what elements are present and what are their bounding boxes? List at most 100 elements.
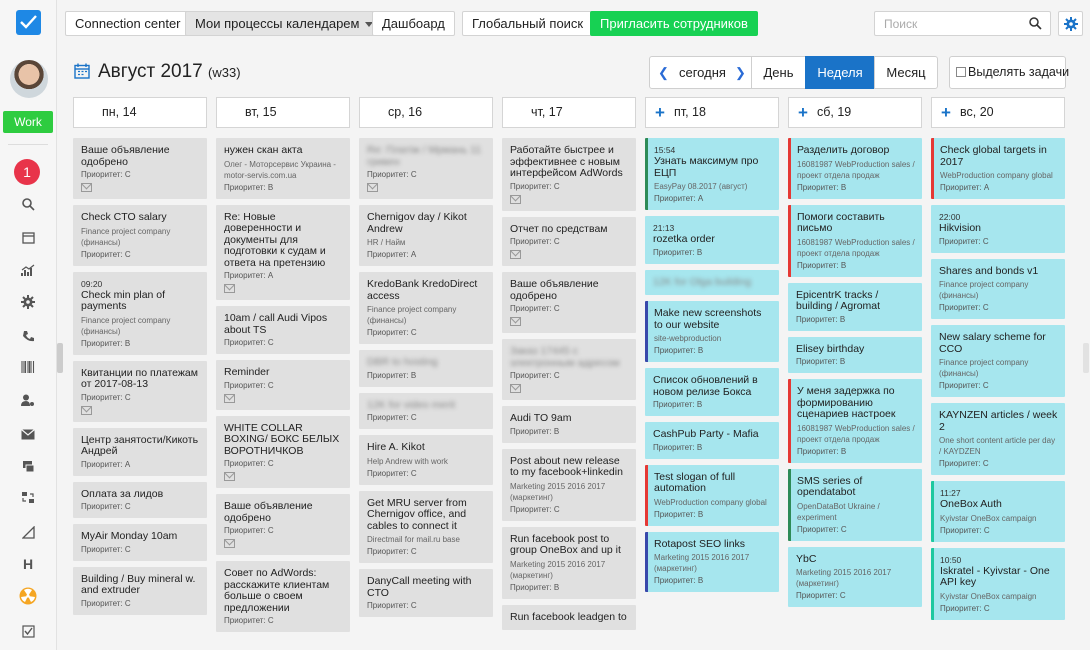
task-card[interactable]: Список обновлений в новом релизе Бокса Пр… (645, 368, 779, 416)
task-title: нужен скан акта (224, 144, 303, 156)
task-card[interactable]: нужен скан акта Олег - Моторсервис Украин… (216, 138, 350, 199)
user-settings-icon[interactable] (19, 391, 37, 409)
work-button[interactable]: Work (3, 111, 53, 133)
task-card[interactable]: MyAir Monday 10am Приоритет: C (73, 524, 207, 561)
task-card[interactable]: Hire A. Kikot Help Andrew with work Приори… (359, 435, 493, 485)
task-card[interactable]: Ваше объявление одобрено Приоритет: C (73, 138, 207, 199)
mail-icon[interactable] (19, 425, 37, 443)
task-card[interactable]: Audi TO 9am Приоритет: B (502, 406, 636, 443)
task-card[interactable]: SMS series of opendatabot OpenDataBot Ukr… (788, 468, 922, 541)
connection-center-button[interactable]: Connection center (65, 11, 191, 36)
task-card[interactable]: Re: Новые доверенности и документы для п… (216, 204, 350, 300)
task-card[interactable]: Re: Платіж / Мрмань 11 гривен Приоритет: … (359, 138, 493, 199)
task-card[interactable]: DanyCall meeting with CTO Приоритет: C (359, 569, 493, 617)
chart-icon[interactable] (19, 261, 37, 279)
task-card[interactable]: Заказ 17445 с электронным адресом Приорит… (502, 339, 636, 400)
avatar[interactable] (10, 60, 48, 98)
week-view-button[interactable]: Неделя (805, 56, 875, 89)
task-card[interactable]: 21:13 rozetka order Приоритет: B (645, 216, 779, 264)
day-label: вс, 20 (960, 105, 994, 119)
task-card[interactable]: Shares and bonds v1 Finance project compa… (931, 258, 1065, 319)
task-card[interactable]: Run facebook post to group OneBox and up… (502, 526, 636, 599)
task-card[interactable]: Ваше объявление одобрено Приоритет: C (216, 494, 350, 555)
task-card[interactable]: 22:00 Hikvision Приоритет: C (931, 205, 1065, 253)
task-card[interactable]: Центр занятости/Кикоть Андрей Приоритет: … (73, 427, 207, 476)
task-card[interactable]: KAYNZEN articles / week 2 One short conte… (931, 403, 1065, 475)
search-input[interactable]: Поиск (874, 11, 1051, 36)
task-card[interactable]: Elisey birthday Приоритет: B (788, 336, 922, 373)
add-task-icon[interactable]: + (655, 103, 665, 122)
task-card[interactable]: 12K for Olga building (645, 269, 779, 295)
task-card[interactable]: CashPub Party - Mafia Приоритет: B (645, 422, 779, 459)
month-view-button[interactable]: Месяц (874, 56, 938, 89)
radiation-icon[interactable] (19, 587, 37, 605)
app-logo-icon[interactable] (16, 10, 41, 35)
checkbox-icon[interactable] (19, 622, 37, 640)
task-project: 16081987 WebProduction sales / проект от… (797, 159, 915, 180)
task-card[interactable]: Работайте быстрее и эффективнее с новым … (502, 138, 636, 211)
today-button[interactable]: сегодня (679, 65, 726, 80)
h-icon[interactable]: H (22, 556, 34, 572)
task-card[interactable]: 10:50 Iskratel - Kyivstar - One API key Ky… (931, 547, 1065, 620)
select-tasks-toggle[interactable]: Выделять задачи (949, 56, 1069, 89)
task-card[interactable]: Test slogan of full automation WebProduct… (645, 464, 779, 526)
settings-button[interactable] (1058, 11, 1083, 36)
settings-icon[interactable] (19, 293, 37, 311)
transfer-icon[interactable] (19, 488, 37, 506)
task-card[interactable]: Run facebook leadgen to (502, 604, 636, 630)
chevron-left-icon[interactable]: ❮ (658, 65, 669, 80)
task-card[interactable]: YbC Marketing 2015 2016 2017 (маркетинг) П… (788, 546, 922, 607)
right-panel-handle[interactable] (1083, 343, 1089, 373)
task-card[interactable]: DBR to hosting Приоритет: B (359, 350, 493, 387)
task-title: Rotapost SEO links (654, 537, 746, 550)
task-card[interactable]: Отчет по средствам Приоритет: C (502, 216, 636, 266)
task-priority: Приоритет: B (654, 576, 704, 585)
task-card[interactable]: WHITE COLLAR BOXING/ БОКС БЕЛЫХ ВОРОТНИЧ… (216, 415, 350, 488)
documents-icon[interactable] (19, 457, 37, 475)
phone-icon[interactable] (19, 327, 37, 345)
select-tasks-checkbox[interactable] (956, 67, 966, 77)
task-card[interactable]: Ваше объявление одобрено Приоритет: C (502, 272, 636, 333)
task-card[interactable]: Помоги составить письмо 16081987 WebProdu… (788, 204, 922, 277)
chevron-right-icon[interactable]: ❯ (735, 65, 746, 80)
task-project: Help Andrew with work (367, 456, 448, 466)
task-card[interactable]: Rotapost SEO links Marketing 2015 2016 20… (645, 531, 779, 592)
day-view-button[interactable]: День (751, 56, 806, 89)
task-card[interactable]: New salary scheme for CCO Finance project… (931, 325, 1065, 397)
task-card[interactable]: Совет по AdWords: расскажите клиентам бо… (216, 561, 350, 632)
task-card[interactable]: Make new screenshots to our website site-… (645, 301, 779, 362)
task-card[interactable]: У меня задержка по формированию сценарие… (788, 379, 922, 463)
add-task-icon[interactable]: + (798, 103, 808, 122)
task-card[interactable]: Building / Buy mineral w. and extruder Пр… (73, 566, 207, 615)
task-card[interactable]: Check global targets in 2017 WebProductio… (931, 138, 1065, 199)
global-search-button[interactable]: Глобальный поиск (462, 11, 594, 36)
dashboard-button[interactable]: Дашбоард (372, 11, 455, 36)
task-card[interactable]: Check CTO salary Finance project company … (73, 205, 207, 266)
task-card[interactable]: Квитанции по платежам от 2017-08-13 Приор… (73, 360, 207, 422)
calendar-icon[interactable] (19, 228, 37, 246)
task-card[interactable]: Post about new release to my facebook+li… (502, 448, 636, 521)
my-processes-dropdown[interactable]: Мои процессы календарем (185, 11, 384, 36)
search-icon[interactable] (19, 195, 37, 213)
task-card[interactable]: Оплата за лидов Приоритет: C (73, 481, 207, 518)
notification-badge[interactable]: 1 (14, 159, 40, 185)
task-card[interactable]: Get MRU server from Chernigov office, an… (359, 490, 493, 563)
task-card[interactable]: 11:27 OneBox Auth Kyivstar OneBox campaign… (931, 481, 1065, 542)
task-card[interactable]: 15:54 Узнать максимум про ЕЦП EasyPay 08.2… (645, 138, 779, 210)
search-icon[interactable] (1029, 17, 1042, 30)
task-card[interactable]: EpicentrK tracks / building / Agromat При… (788, 282, 922, 331)
sidebar-resize-handle[interactable] (57, 343, 63, 373)
task-priority: Приоритет: C (81, 544, 131, 554)
task-card[interactable]: 09:20 Check min plan of payments Finance p… (73, 271, 207, 355)
triangle-ruler-icon[interactable] (19, 523, 37, 541)
task-card[interactable]: Chernigov day / Kikot Andrew HR / Найм При… (359, 205, 493, 266)
task-card[interactable]: KredoBank KredoDirect access Finance proj… (359, 272, 493, 344)
task-title: Chernigov day / Kikot Andrew (367, 211, 467, 235)
task-card[interactable]: Reminder Приоритет: C (216, 360, 350, 410)
task-card[interactable]: Разделить договор 16081987 WebProduction … (788, 138, 922, 199)
task-card[interactable]: 12K for video merit Приоритет: C (359, 392, 493, 429)
task-card[interactable]: 10am / call Audi Vipos about TS Приоритет… (216, 306, 350, 354)
invite-employees-button[interactable]: Пригласить сотрудников (590, 11, 758, 36)
barcode-icon[interactable] (19, 358, 37, 376)
add-task-icon[interactable]: + (941, 103, 951, 122)
